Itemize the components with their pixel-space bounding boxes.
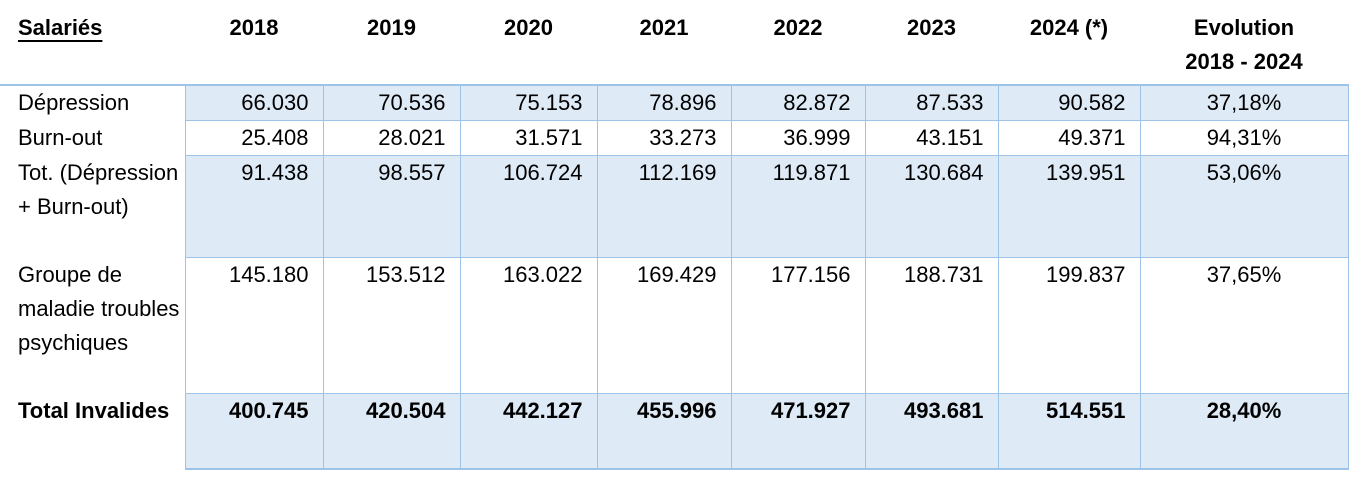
table-row-depression: Dépression 66.030 70.536 75.153 78.896 8… [0, 84, 1349, 121]
row-label: Groupe de maladie troubles psychiques [0, 257, 185, 394]
cell-value: 106.724 [459, 155, 598, 258]
cell-value: 514.551 [997, 393, 1141, 470]
table-row-total-invalides: Total Invalides 400.745 420.504 442.127 … [0, 393, 1349, 470]
header-evolution: Evolution 2018 - 2024 [1140, 0, 1348, 85]
cell-value: 70.536 [322, 84, 461, 121]
cell-value: 112.169 [596, 155, 732, 258]
cell-value: 139.951 [997, 155, 1141, 258]
header-year-2018: 2018 [185, 0, 323, 85]
cell-value: 78.896 [596, 84, 732, 121]
cell-value: 33.273 [596, 120, 732, 156]
header-year-2020: 2020 [460, 0, 597, 85]
cell-value: 177.156 [730, 257, 866, 394]
header-year-2021: 2021 [597, 0, 731, 85]
cell-evolution: 37,18% [1139, 84, 1349, 121]
cell-value: 199.837 [997, 257, 1141, 394]
cell-value: 98.557 [322, 155, 461, 258]
cell-value: 153.512 [322, 257, 461, 394]
cell-value: 420.504 [322, 393, 461, 470]
cell-value: 91.438 [184, 155, 324, 258]
cell-value: 455.996 [596, 393, 732, 470]
cell-value: 130.684 [864, 155, 999, 258]
row-label: Burn-out [0, 120, 185, 156]
header-row: Salariés 2018 2019 2020 2021 2022 2023 2… [0, 0, 1348, 85]
table-header: Salariés 2018 2019 2020 2021 2022 2023 2… [0, 0, 1348, 85]
cell-value: 188.731 [864, 257, 999, 394]
cell-value: 75.153 [459, 84, 598, 121]
cell-value: 400.745 [184, 393, 324, 470]
cell-evolution: 53,06% [1139, 155, 1349, 258]
cell-value: 442.127 [459, 393, 598, 470]
cell-value: 36.999 [730, 120, 866, 156]
row-label: Total Invalides [0, 393, 185, 469]
cell-value: 82.872 [730, 84, 866, 121]
cell-value: 87.533 [864, 84, 999, 121]
header-year-2024: 2024 (*) [998, 0, 1140, 85]
row-label: Dépression [0, 84, 185, 121]
cell-value: 43.151 [864, 120, 999, 156]
cell-evolution: 94,31% [1139, 120, 1349, 156]
cell-evolution: 37,65% [1139, 257, 1349, 394]
header-evolution-line2: 2018 - 2024 [1185, 49, 1303, 74]
table-body: Dépression 66.030 70.536 75.153 78.896 8… [0, 84, 1349, 470]
cell-value: 471.927 [730, 393, 866, 470]
cell-value: 163.022 [459, 257, 598, 394]
cell-evolution: 28,40% [1139, 393, 1349, 470]
header-year-2023: 2023 [865, 0, 998, 85]
cell-value: 90.582 [997, 84, 1141, 121]
cell-value: 493.681 [864, 393, 999, 470]
cell-value: 119.871 [730, 155, 866, 258]
header-salaries: Salariés [0, 0, 185, 85]
row-label: Tot. (Dépression + Burn-out) [0, 155, 185, 258]
table-row-groupe-maladie: Groupe de maladie troubles psychiques 14… [0, 257, 1349, 394]
cell-value: 28.021 [322, 120, 461, 156]
table-row-burnout: Burn-out 25.408 28.021 31.571 33.273 36.… [0, 120, 1349, 156]
cell-value: 66.030 [184, 84, 324, 121]
cell-value: 49.371 [997, 120, 1141, 156]
salaries-invalidity-table: Salariés 2018 2019 2020 2021 2022 2023 2… [0, 0, 1349, 470]
cell-value: 145.180 [184, 257, 324, 394]
header-year-2022: 2022 [731, 0, 865, 85]
header-year-2019: 2019 [323, 0, 460, 85]
table-row-total-depression-burnout: Tot. (Dépression + Burn-out) 91.438 98.5… [0, 155, 1349, 258]
header-salaries-label: Salariés [18, 15, 103, 40]
cell-value: 31.571 [459, 120, 598, 156]
cell-value: 169.429 [596, 257, 732, 394]
cell-value: 25.408 [184, 120, 324, 156]
header-evolution-line1: Evolution [1193, 15, 1295, 40]
